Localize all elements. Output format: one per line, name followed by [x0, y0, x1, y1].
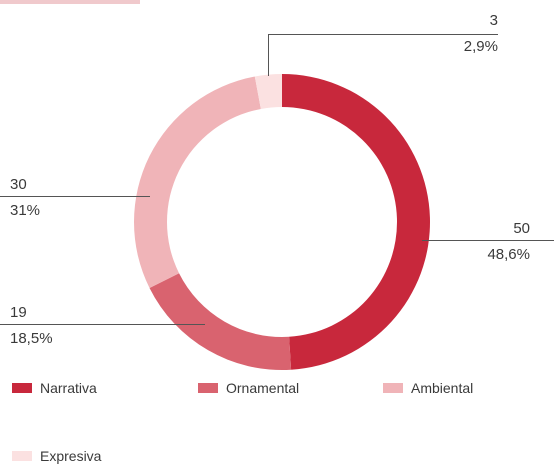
legend-item-narrativa: Narrativa [12, 380, 97, 396]
leader-line-expresiva [268, 34, 498, 35]
legend-swatch-ambiental [383, 383, 403, 393]
leader-line-expresiva-vertical [268, 34, 269, 76]
donut-slice-ambiental [134, 76, 261, 288]
top-accent-bar [0, 0, 140, 4]
legend-item-ambiental: Ambiental [383, 380, 473, 396]
slice-percent-expresiva: 2,9% [463, 38, 498, 55]
leader-line-ornamental [0, 324, 205, 325]
leader-line-ambiental [0, 196, 150, 197]
legend-label-expresiva: Expresiva [40, 448, 102, 464]
slice-percent-ornamental: 18,5% [10, 330, 53, 347]
legend-swatch-narrativa [12, 383, 32, 393]
legend-label-narrativa: Narrativa [40, 380, 97, 396]
legend-item-ornamental: Ornamental [198, 380, 299, 396]
legend-swatch-expresiva [12, 451, 32, 461]
legend-item-expresiva: Expresiva [12, 448, 101, 464]
legend-label-ambiental: Ambiental [411, 380, 474, 396]
slice-value-ambiental: 30 [10, 176, 27, 193]
slice-value-ornamental: 19 [10, 304, 27, 321]
donut-slice-ornamental [149, 273, 292, 370]
legend-swatch-ornamental [198, 383, 218, 393]
leader-line-narrativa [422, 240, 554, 241]
slice-value-narrativa: 50 [513, 220, 530, 237]
donut-slice-narrativa [282, 74, 430, 370]
slice-percent-ambiental: 31% [10, 202, 41, 219]
legend-label-ornamental: Ornamental [226, 380, 300, 396]
slice-value-expresiva: 3 [489, 12, 498, 29]
donut-slice-expresiva [254, 74, 282, 109]
slice-percent-narrativa: 48,6% [487, 246, 530, 263]
